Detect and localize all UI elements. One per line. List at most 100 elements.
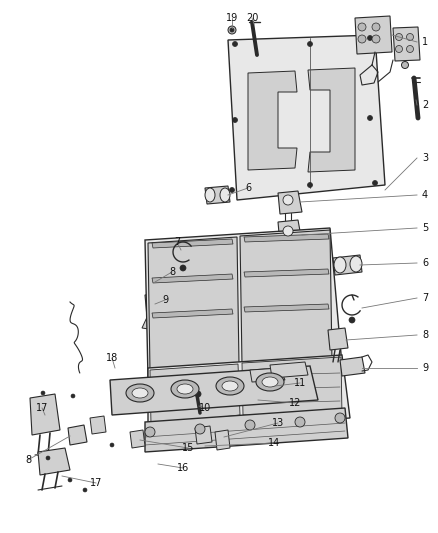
Polygon shape — [142, 313, 162, 330]
Polygon shape — [340, 357, 365, 376]
Ellipse shape — [283, 195, 293, 205]
Ellipse shape — [216, 377, 244, 395]
Polygon shape — [110, 366, 318, 415]
Polygon shape — [328, 328, 348, 350]
Ellipse shape — [295, 417, 305, 427]
Polygon shape — [90, 416, 106, 434]
Polygon shape — [250, 368, 285, 382]
Text: 6: 6 — [245, 183, 251, 193]
Ellipse shape — [396, 45, 403, 52]
Polygon shape — [355, 16, 392, 54]
Text: 14: 14 — [268, 438, 280, 448]
Text: 12: 12 — [289, 398, 301, 408]
Ellipse shape — [406, 45, 413, 52]
Polygon shape — [278, 220, 302, 244]
Polygon shape — [393, 27, 420, 61]
Polygon shape — [195, 426, 212, 444]
Ellipse shape — [262, 377, 278, 387]
Polygon shape — [240, 230, 332, 365]
Text: 2: 2 — [422, 100, 428, 110]
Text: 8: 8 — [169, 267, 175, 277]
Ellipse shape — [46, 456, 50, 460]
Text: 19: 19 — [226, 13, 238, 23]
Text: 4: 4 — [422, 190, 428, 200]
Text: 9: 9 — [162, 295, 168, 305]
Ellipse shape — [335, 413, 345, 423]
Text: 10: 10 — [199, 403, 211, 413]
Polygon shape — [278, 191, 302, 214]
Polygon shape — [68, 425, 87, 445]
Ellipse shape — [195, 391, 201, 397]
Polygon shape — [148, 273, 165, 294]
Ellipse shape — [41, 391, 45, 395]
Ellipse shape — [205, 188, 215, 202]
Polygon shape — [205, 186, 230, 204]
Polygon shape — [152, 239, 233, 248]
Ellipse shape — [110, 443, 114, 447]
Text: 11: 11 — [294, 378, 306, 388]
Ellipse shape — [358, 23, 366, 31]
Ellipse shape — [256, 373, 284, 391]
Polygon shape — [248, 71, 297, 170]
Polygon shape — [152, 274, 233, 283]
Text: 15: 15 — [182, 443, 194, 453]
Polygon shape — [38, 448, 70, 475]
Ellipse shape — [358, 35, 366, 43]
Ellipse shape — [349, 317, 355, 323]
Polygon shape — [145, 228, 342, 378]
Ellipse shape — [132, 388, 148, 398]
Ellipse shape — [367, 116, 372, 120]
Ellipse shape — [307, 42, 312, 46]
Ellipse shape — [222, 381, 238, 391]
Polygon shape — [244, 234, 329, 242]
Ellipse shape — [230, 188, 234, 192]
Ellipse shape — [396, 34, 403, 41]
Text: 16: 16 — [177, 463, 189, 473]
Ellipse shape — [283, 226, 293, 236]
Text: 20: 20 — [246, 13, 258, 23]
Polygon shape — [244, 269, 329, 277]
Ellipse shape — [220, 188, 230, 202]
Ellipse shape — [307, 182, 312, 188]
Ellipse shape — [245, 420, 255, 430]
Polygon shape — [145, 408, 348, 452]
Ellipse shape — [68, 478, 72, 482]
Text: 8: 8 — [422, 330, 428, 340]
Polygon shape — [228, 35, 385, 200]
Ellipse shape — [126, 384, 154, 402]
Polygon shape — [244, 304, 329, 312]
Text: 13: 13 — [272, 418, 284, 428]
Ellipse shape — [350, 256, 362, 272]
Text: 6: 6 — [422, 258, 428, 268]
Polygon shape — [150, 364, 240, 425]
Ellipse shape — [372, 23, 380, 31]
Ellipse shape — [177, 384, 193, 394]
Text: 9: 9 — [422, 363, 428, 373]
Ellipse shape — [367, 36, 372, 41]
Ellipse shape — [195, 424, 205, 434]
Polygon shape — [152, 309, 233, 318]
Text: 7: 7 — [174, 237, 180, 247]
Polygon shape — [30, 394, 60, 435]
Text: 18: 18 — [106, 353, 118, 363]
Text: 17: 17 — [90, 478, 102, 488]
Ellipse shape — [83, 488, 87, 492]
Polygon shape — [333, 255, 362, 275]
Text: 8: 8 — [25, 455, 31, 465]
Text: 1: 1 — [422, 37, 428, 47]
Ellipse shape — [180, 265, 186, 271]
Polygon shape — [270, 362, 308, 378]
Ellipse shape — [233, 117, 237, 123]
Polygon shape — [148, 237, 239, 372]
Text: 5: 5 — [422, 223, 428, 233]
Ellipse shape — [372, 35, 380, 43]
Polygon shape — [148, 355, 350, 432]
Ellipse shape — [372, 181, 378, 185]
Polygon shape — [145, 293, 163, 317]
Ellipse shape — [228, 26, 236, 34]
Text: 3: 3 — [422, 153, 428, 163]
Ellipse shape — [402, 61, 409, 69]
Polygon shape — [308, 68, 355, 172]
Ellipse shape — [230, 28, 234, 32]
Ellipse shape — [406, 34, 413, 41]
